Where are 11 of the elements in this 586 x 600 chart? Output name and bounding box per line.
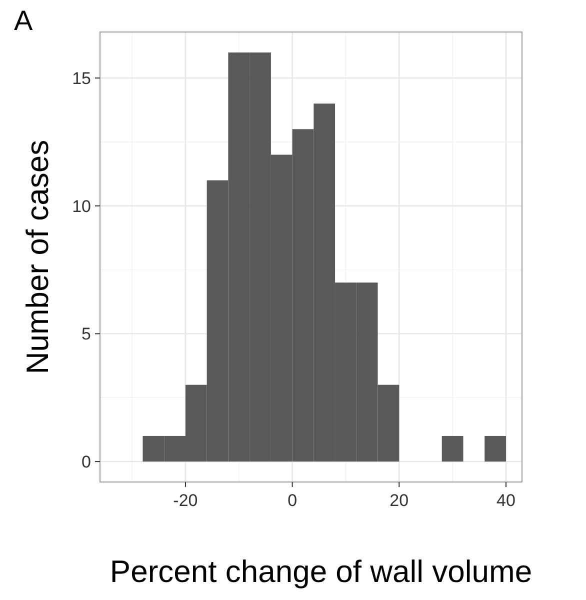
x-tick-label: 20 (390, 491, 409, 510)
text: A (14, 5, 33, 36)
y-tick-label: 15 (72, 69, 91, 88)
x-axis-title: Percent change of wall volume (110, 554, 532, 589)
y-tick-label: 0 (82, 452, 91, 472)
y-tick-label: 5 (82, 324, 91, 344)
y-axis-title: Number of cases (20, 140, 55, 374)
x-tick-label: 40 (496, 491, 516, 510)
x-tick-label: -20 (173, 491, 198, 510)
y-tick-label: 10 (72, 196, 91, 216)
x-tick-label: 0 (288, 491, 298, 510)
